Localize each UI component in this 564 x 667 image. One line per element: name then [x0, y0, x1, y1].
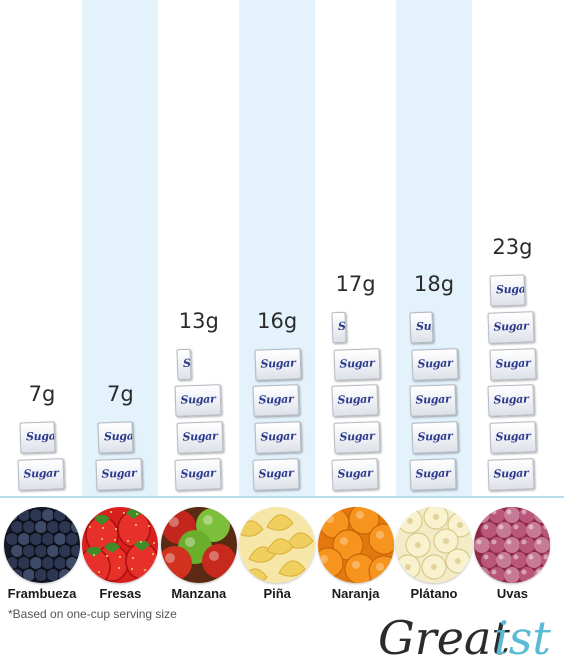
sugar-packet-label: Sugar: [338, 429, 375, 444]
sugar-packet: Sugar: [411, 421, 459, 454]
sugar-packet-label: Sugar: [495, 429, 532, 444]
data-label: 18g: [413, 271, 455, 296]
sugar-packet-label: Sugar: [336, 392, 373, 407]
sugar-packet-label: Sugar: [338, 355, 375, 371]
sugar-packet-label: Sugar: [417, 429, 453, 444]
sugar-packet: Sugar: [174, 384, 222, 418]
sugar-packet: Sugar: [333, 421, 381, 454]
sugar-packet-label: Sugar: [493, 319, 530, 334]
grape-icon-graphic: [474, 507, 551, 583]
sugar-packet-label: Sugar: [101, 466, 138, 481]
orange-icon: [317, 507, 394, 583]
sugar-packet: Sugar: [487, 458, 535, 491]
sugar-packet: Sugar: [409, 458, 457, 491]
sugar-packet-label: Sugar: [258, 466, 294, 481]
footnote: *Based on one-cup serving size: [8, 607, 177, 621]
sugar-packet-label: Sugar: [493, 466, 530, 481]
banana-icon-graphic: [396, 507, 472, 583]
sugar-packet-label: Sugar: [336, 466, 373, 481]
sugar-packet-label: Sugar: [493, 392, 530, 407]
data-label: 7g: [28, 382, 56, 407]
sugar-packet-label: Sugar: [258, 392, 294, 407]
sugar-packet: Sugar: [331, 458, 379, 491]
apple-icon: [160, 507, 237, 583]
category-label: Frambueza: [7, 586, 77, 601]
sugar-packet-label: Sugar: [415, 318, 434, 333]
sugar-packet: Sugar: [331, 311, 347, 344]
sugar-packet: Sugar: [19, 421, 56, 454]
sugar-packet-label: Sugar: [417, 355, 453, 371]
category-label: Uvas: [496, 586, 528, 601]
brand-logo: Great ist: [378, 611, 551, 662]
sugar-packet: Sugar: [176, 421, 224, 454]
blackberry-icon-graphic: [4, 507, 80, 583]
sugar-packet: Sugar: [176, 348, 192, 380]
category-label: Naranja: [331, 586, 380, 601]
sugar-packet: Sugar: [489, 274, 526, 307]
category-label: Manzana: [171, 586, 227, 601]
sugar-packet-label: Sugar: [180, 392, 216, 407]
baseline: [0, 496, 564, 498]
sugar-packet: Sugar: [331, 384, 379, 418]
sugar-packet-label: Sugar: [415, 392, 451, 407]
blackberry-icon: [4, 507, 80, 583]
sugar-packet-label: Sugar: [495, 355, 532, 371]
category-label: Piña: [263, 586, 291, 601]
brand-logo-accent: ist: [494, 611, 551, 662]
sugar-packet-label: Sugar: [182, 355, 192, 370]
sugar-packet: Sugar: [487, 311, 535, 344]
sugar-packet-label: Sugar: [260, 355, 296, 371]
sugar-packet: Sugar: [489, 421, 537, 454]
sugar-packet-label: Sugar: [180, 466, 216, 481]
data-label: 17g: [335, 271, 376, 296]
data-label: 7g: [107, 382, 134, 407]
sugar-packet-label: Sugar: [337, 318, 347, 333]
strawberry-icon: [82, 507, 159, 583]
sugar-packet-label: Sugar: [415, 466, 451, 481]
sugar-packet: Sugar: [254, 347, 302, 381]
sugar-packet: Sugar: [333, 347, 381, 381]
data-label: 23g: [492, 235, 533, 259]
apple-icon-graphic: [160, 507, 237, 583]
sugar-packet: Sugar: [489, 347, 537, 381]
grape-icon: [474, 507, 551, 583]
sugar-packet: Sugar: [487, 384, 535, 418]
pineapple-icon-graphic: [239, 507, 316, 583]
orange-icon-graphic: [317, 507, 394, 583]
data-label: 13g: [178, 308, 219, 333]
sugar-packet: Sugar: [409, 311, 434, 344]
sugar-packet-label: Sugar: [25, 429, 56, 444]
category-label: Fresas: [99, 586, 142, 601]
sugar-packet: Sugar: [174, 458, 222, 491]
sugar-packet-label: Sugar: [182, 429, 218, 444]
data-label: 16g: [257, 308, 298, 333]
sugar-packet: Sugar: [411, 347, 459, 381]
sugar-packet: Sugar: [95, 458, 143, 491]
sugar-packet: Sugar: [97, 421, 134, 454]
strawberry-icon-graphic: [82, 507, 159, 583]
sugar-packet-label: Sugar: [23, 466, 59, 481]
sugar-packet-label: Sugar: [496, 282, 526, 297]
banana-icon: [396, 507, 472, 583]
sugar-packet: Sugar: [252, 458, 300, 491]
sugar-packet-label: Sugar: [260, 429, 296, 444]
column-stripe: [82, 0, 159, 496]
brand-logo-dark: Great: [378, 611, 510, 662]
sugar-packet-label: Sugar: [104, 429, 134, 444]
pineapple-icon: [239, 507, 316, 583]
sugar-packet: Sugar: [254, 421, 302, 454]
sugar-packet: Sugar: [17, 458, 65, 491]
sugar-packet: Sugar: [409, 384, 457, 418]
category-label: Plátano: [410, 586, 458, 601]
sugar-packet: Sugar: [252, 384, 300, 418]
